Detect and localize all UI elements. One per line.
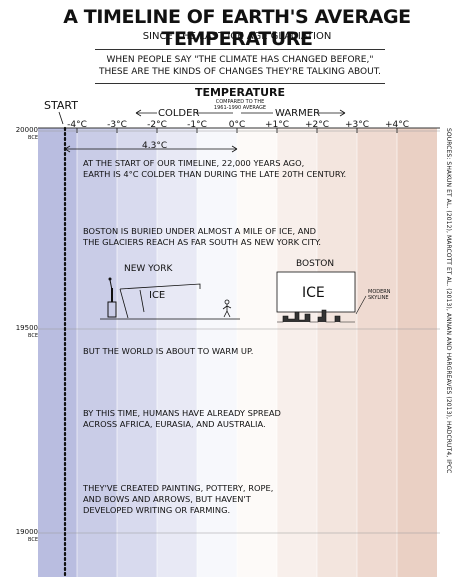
skyline-pointer [355,295,367,315]
warmer-arrowhead [339,109,346,117]
temperature-band [317,128,357,577]
baseline-note: Compared to the 1961-1990 average [196,99,284,111]
year-label: 20000 BCE [4,126,38,142]
colder-arrowhead [135,109,142,117]
temperature-band [197,128,237,577]
liberty-torch [108,277,112,281]
illustration-boston [276,271,367,323]
note-line: the glaciers reach as far south as New Y… [83,237,321,247]
note-line: Boston is buried under almost a mile of … [83,226,317,236]
year-era: BCE [28,333,38,339]
tick-label: -2°C [147,120,167,130]
year-label: 19500 BCE [4,324,38,340]
start-label: Start [44,99,78,112]
span-label: 4.3°C [142,141,168,151]
baseline-note-line: 1961-1990 average [213,105,267,111]
intro-line: When people say "the climate has changed… [106,55,374,65]
tick-label: -4°C [67,120,87,130]
start-pointer [58,111,64,125]
note-boston: Boston is buried under almost a mile of … [83,226,383,248]
gridlines [38,127,440,577]
boston-label: Boston [296,259,335,269]
temperature-band [237,128,277,577]
tick-label: +3°C [344,120,370,130]
note-line: They've created painting, pottery, rope, [83,483,274,493]
note-line: across Africa, Eurasia, and Australia. [83,419,266,429]
note-line: and bows and arrows, but haven't [83,494,251,504]
note-line: By this time, humans have already spread [83,408,281,418]
note-line: But the world is about to warm up. [83,346,254,356]
year-label: 19000 BCE [4,528,38,544]
tick-label: +1°C [264,120,290,130]
background-bands [38,128,437,577]
tick-label: -1°C [187,120,207,130]
note-warm-up: But the world is about to warm up. [83,346,383,357]
temperature-band [117,128,157,577]
temperature-band [357,128,397,577]
skyline [277,309,355,323]
page-subtitle: Since the Last Ice Age Glaciation [142,31,332,42]
tick-label: -3°C [107,120,127,130]
page-title: A Timeline of Earth's Average Temperatur… [63,6,411,50]
year-era: BCE [28,135,38,141]
note-line: Earth is 4°C colder than during the late… [83,169,347,179]
ice-label-right: Ice [302,285,325,301]
temperature-band [38,128,77,577]
note-line: developed writing or farming. [83,505,231,515]
year-era: BCE [28,537,38,543]
year-value: 19000 [15,528,38,536]
span-arrowhead-right [231,145,238,153]
boston-ice-sheet [276,271,356,313]
note-line: At the start of our timeline, 22,000 yea… [83,158,305,168]
note-culture: They've created painting, pottery, rope,… [83,483,383,516]
temperature-band [157,128,197,577]
temperature-band [397,128,437,577]
note-humans: By this time, humans have already spread… [83,408,383,430]
temperature-band [277,128,317,577]
skyline-label: Modern skyline [368,289,390,301]
note-start: At the start of our timeline, 22,000 yea… [83,158,383,180]
skyline-label-line: skyline [368,295,389,301]
sources-note: Sources: Shakun et al. (2012), Marcott e… [445,128,452,474]
tick-label: +4°C [384,120,410,130]
ny-label: New York [124,264,173,274]
temperature-band [77,128,117,577]
ice-label-left: Ice [149,290,166,301]
stick-figure-body [222,304,232,318]
year-value: 20000 [15,126,38,134]
divider [95,83,385,84]
baseline-note-line: Compared to the [215,99,265,105]
liberty-torch-arm [109,279,113,291]
intro-text: When people say "the climate has changed… [70,54,410,78]
warmer-label: Warmer [275,108,321,119]
year-value: 19500 [15,324,38,332]
colder-label: Colder [158,108,200,119]
illustration-new-york [100,277,240,320]
divider [95,49,385,50]
temperature-heading: Temperature [194,86,286,99]
glacier-edge [119,283,201,319]
scale-brackets [58,109,346,153]
tick-label: 0°C [228,120,246,130]
tick-label: +2°C [304,120,330,130]
intro-line: these are the kinds of changes they're t… [98,67,382,77]
skyline-label-line: Modern [368,289,391,295]
